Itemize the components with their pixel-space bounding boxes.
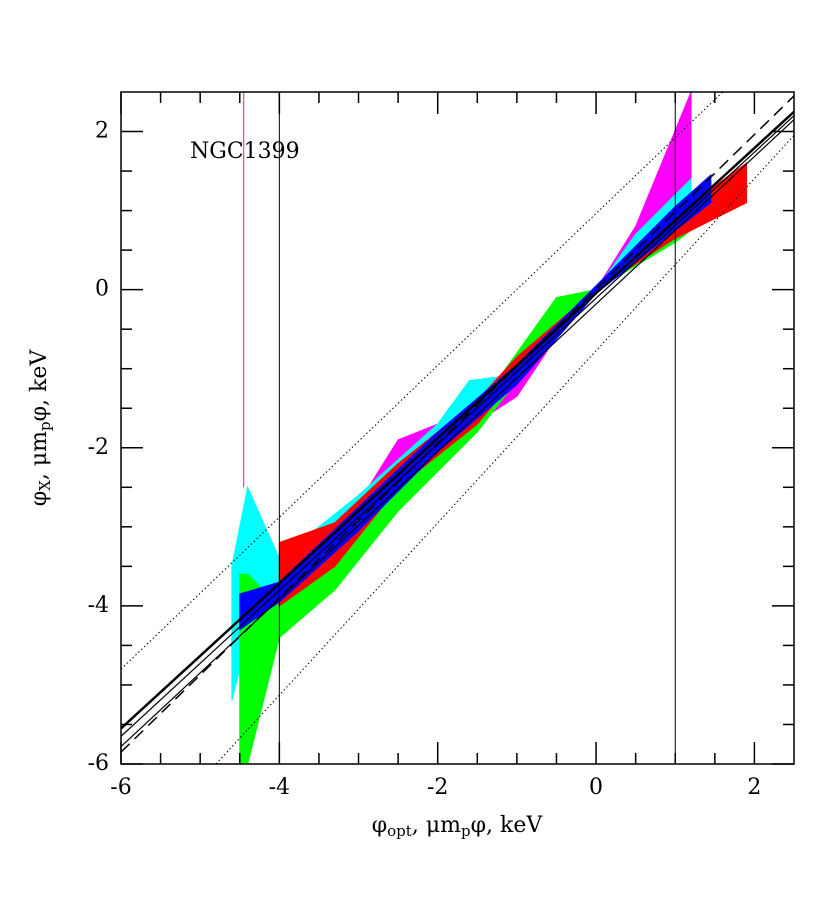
axis-label-part: φ xyxy=(27,491,52,506)
axis-label-part: X xyxy=(36,480,54,491)
y-tick-label: -2 xyxy=(88,435,109,460)
band xyxy=(239,201,708,764)
reference-line xyxy=(121,95,794,753)
plot-area xyxy=(121,92,794,764)
reference-line xyxy=(121,92,724,670)
y-tick-label: 0 xyxy=(95,277,109,302)
axis-label-part: , μm xyxy=(412,813,461,838)
x-tick-label: 0 xyxy=(589,775,603,800)
reference-line xyxy=(121,110,794,730)
axis-label-part: φ, keV xyxy=(27,349,52,422)
reference-line xyxy=(121,115,794,737)
x-tick-label: -6 xyxy=(110,775,131,800)
x-tick-label: 2 xyxy=(747,775,761,800)
axis-label-part: φ, keV xyxy=(471,813,544,838)
axis-label-part: p xyxy=(461,822,471,840)
axis-label-part: , μm xyxy=(27,431,52,480)
annotation: NGC1399 xyxy=(190,139,300,164)
x-axis-label: φopt, μmpφ, keV xyxy=(372,813,544,840)
x-tick-label: -2 xyxy=(427,775,448,800)
reference-line xyxy=(215,135,794,764)
y-tick-label: -6 xyxy=(88,751,109,776)
frame xyxy=(120,91,795,765)
axis-label-part: p xyxy=(36,421,54,431)
y-tick-label: -4 xyxy=(88,593,109,618)
axis-label-part: φ xyxy=(372,813,387,838)
y-axis-label: φX, μmpφ, keV xyxy=(27,349,54,507)
axis-label-part: opt xyxy=(387,822,412,840)
y-tick-label: 2 xyxy=(95,119,109,144)
x-tick-label: -4 xyxy=(269,775,290,800)
reference-line xyxy=(121,119,794,748)
